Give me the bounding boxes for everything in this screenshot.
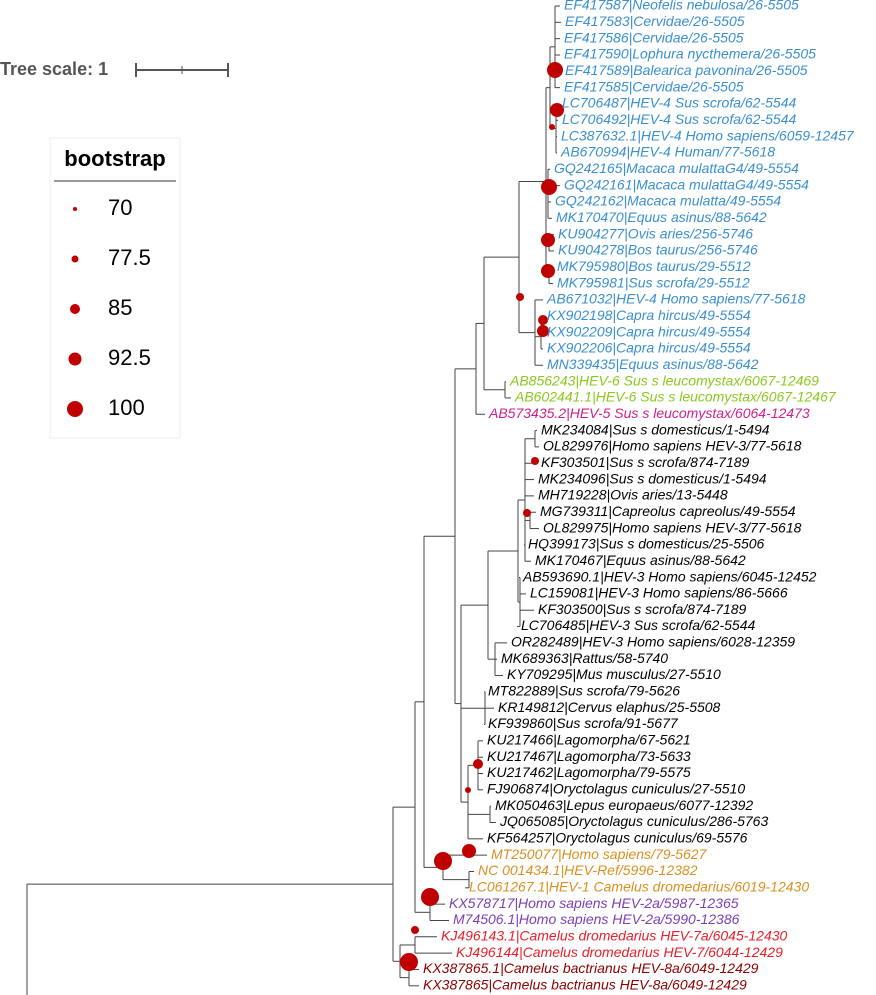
legend-value: 70 xyxy=(108,195,132,220)
leaf-label: EF417590|Lophura nycthemera/26-5505 xyxy=(564,46,816,62)
leaf-label: KR149812|Cervus elaphus/25-5508 xyxy=(498,699,721,715)
leaf-label: KJ496144|Camelus dromedarius HEV-7/6044-… xyxy=(456,944,783,960)
leaf-label: MK234084|Sus s domesticus/1-5494 xyxy=(541,421,770,437)
leaf-label: GQ242165|Macaca mulattaG4/49-5554 xyxy=(554,160,799,176)
legend-box xyxy=(49,137,181,439)
leaf-label: KY709295|Mus musculus/27-5510 xyxy=(507,666,721,682)
leaf-label: KX902206|Capra hircus/49-5554 xyxy=(547,340,751,356)
leaf-label: OL829975|Homo sapiens HEV-3/77-5618 xyxy=(543,519,802,535)
leaf-label: KU217466|Lagomorpha/67-5621 xyxy=(487,732,691,748)
leaf-label: FJ906874|Oryctolagus cuniculus/27-5510 xyxy=(487,781,745,797)
leaf-label: AB602441.1|HEV-6 Sus s leucomystax/6067-… xyxy=(514,389,837,405)
leaf-label: MK689363|Rattus/58-5740 xyxy=(501,650,668,666)
leaf-label: MG739311|Capreolus capreolus/49-5554 xyxy=(540,503,796,519)
leaf-label: KU904278|Bos taurus/256-5746 xyxy=(558,242,758,258)
leaf-label: KX387865|Camelus bactrianus HEV-8a/6049-… xyxy=(423,977,747,993)
leaf-label: EF417587|Neofelis nebulosa/26-5505 xyxy=(564,0,799,13)
leaf-label: MK170467|Equus asinus/88-5642 xyxy=(535,552,746,568)
legend-dot xyxy=(67,401,83,417)
leaf-label: EF417585|Cervidae/26-5505 xyxy=(564,78,744,94)
legend-value: 100 xyxy=(108,395,145,420)
leaf-label: KX387865.1|Camelus bactrianus HEV-8a/604… xyxy=(423,960,759,976)
leaf-label: MK795980|Bos taurus/29-5512 xyxy=(557,258,751,274)
leaf-label: KU904277|Ovis aries/256-5746 xyxy=(558,225,753,241)
bootstrap-dot xyxy=(541,179,557,195)
leaf-label: OR282489|HEV-3 Homo sapiens/6028-12359 xyxy=(511,634,795,650)
leaf-label: KX902209|Capra hircus/49-5554 xyxy=(547,323,751,339)
leaf-label: MH729812|Rattus losea/5752-12005 xyxy=(566,993,795,995)
leaf-label: KF939860|Sus scrofa/91-5677 xyxy=(488,715,679,731)
leaf-label: AB573435.2|HEV-5 Sus s leucomystax/6064-… xyxy=(488,405,810,421)
leaf-label: EF417586|Cervidae/26-5505 xyxy=(564,29,744,45)
legend-dot xyxy=(73,207,77,211)
bootstrap-dot xyxy=(462,844,476,858)
leaf-label: AB671032|HEV-4 Homo sapiens/77-5618 xyxy=(546,291,806,307)
leaf-label: MN339435|Equus asinus/88-5642 xyxy=(547,356,759,372)
leaf-label: MH719228|Ovis aries/13-5448 xyxy=(538,487,728,503)
leaf-label: MT822889|Sus scrofa/79-5626 xyxy=(488,683,680,699)
leaf-label: LC706492|HEV-4 Sus scrofa/62-5544 xyxy=(562,111,796,127)
leaf-label: KX578717|Homo sapiens HEV-2a/5987-12365 xyxy=(449,895,739,911)
leaf-label: KF303501|Sus s scrofa/874-7189 xyxy=(541,454,750,470)
bootstrap-dot xyxy=(421,888,439,906)
leaf-label: KU217462|Lagomorpha/79-5575 xyxy=(487,764,691,780)
leaf-label: EF417583|Cervidae/26-5505 xyxy=(565,13,745,29)
legend-value: 85 xyxy=(108,295,132,320)
bootstrap-dot xyxy=(537,325,549,337)
legend-dot xyxy=(68,352,82,366)
legend-title: bootstrap xyxy=(64,146,165,171)
legend-dot xyxy=(70,304,80,314)
leaf-label: KF303500|Sus s scrofa/874-7189 xyxy=(538,601,747,617)
leaf-label: AB856243|HEV-6 Sus s leucomystax/6067-12… xyxy=(509,372,819,388)
leaf-label: KJ496143.1|Camelus dromedarius HEV-7a/60… xyxy=(441,928,788,944)
leaf-label: MT250077|Homo sapiens/79-5627 xyxy=(491,846,708,862)
leaf-label: GQ242161|Macaca mulattaG4/49-5554 xyxy=(564,176,809,192)
leaf-label: LC706487|HEV-4 Sus scrofa/62-5544 xyxy=(562,95,796,111)
leaf-label: EF417589|Balearica pavonina/26-5505 xyxy=(565,62,808,78)
bootstrap-dot xyxy=(549,124,555,130)
tree-branches xyxy=(26,5,561,995)
bootstrap-dot xyxy=(541,264,555,278)
leaf-label: MK795981|Sus scrofa/29-5512 xyxy=(557,274,750,290)
leaf-label: KU217467|Lagomorpha/73-5633 xyxy=(487,748,691,764)
legend-dot xyxy=(71,255,79,263)
bootstrap-dot xyxy=(547,62,563,78)
leaf-label: JQ065085|Oryctolagus cuniculus/286-5763 xyxy=(499,813,768,829)
leaf-label: MK234096|Sus s domesticus/1-5494 xyxy=(538,470,767,486)
bootstrap-dots xyxy=(400,62,564,971)
leaf-label: OL829976|Homo sapiens HEV-3/77-5618 xyxy=(543,438,802,454)
leaf-labels: EF417587|Neofelis nebulosa/26-5505EF4175… xyxy=(423,0,855,995)
legend-value: 77.5 xyxy=(108,245,151,270)
legend-value: 92.5 xyxy=(108,345,151,370)
leaf-label: MK050463|Lepus europaeus/6077-12392 xyxy=(495,797,753,813)
bootstrap-dot xyxy=(411,926,419,934)
leaf-label: GQ242162|Macaca mulatta/49-5554 xyxy=(555,193,781,209)
leaf-label: AB593690.1|HEV-3 Homo sapiens/6045-12452 xyxy=(522,568,817,584)
leaf-label: AB670994|HEV-4 Human/77-5618 xyxy=(560,144,775,160)
tree-scale-label: Tree scale: 1 xyxy=(0,59,108,79)
bootstrap-dot xyxy=(538,315,548,325)
bootstrap-dot xyxy=(516,293,524,301)
leaf-label: MK170470|Equus asinus/88-5642 xyxy=(556,209,767,225)
tree-scale-bar xyxy=(135,63,229,77)
legend-items: 70 77.5 85 92.5 100 xyxy=(67,195,151,420)
leaf-label: KF564257|Oryctolagus cuniculus/69-5576 xyxy=(487,830,748,846)
leaf-label: KX902198|Capra hircus/49-5554 xyxy=(547,307,751,323)
leaf-label: LC159081|HEV-3 Homo sapiens/86-5666 xyxy=(530,585,788,601)
leaf-label: M74506.1|Homo sapiens HEV-2a/5990-12386 xyxy=(453,911,740,927)
leaf-label: LC387632.1|HEV-4 Homo sapiens/6059-12457 xyxy=(561,127,855,143)
bootstrap-dot xyxy=(400,953,418,971)
bootstrap-dot xyxy=(473,759,483,769)
bootstrap-dot xyxy=(434,852,452,870)
bootstrap-dot xyxy=(523,509,531,517)
leaf-label: LC061267.1|HEV-1 Camelus dromedarius/601… xyxy=(469,879,809,895)
bootstrap-dot xyxy=(465,787,471,793)
bootstrap-dot xyxy=(541,233,555,247)
bootstrap-dot xyxy=(531,457,539,465)
leaf-label: NC 001434.1|HEV-Ref/5996-12382 xyxy=(478,862,698,878)
leaf-label: HQ399173|Sus s domesticus/25-5506 xyxy=(528,536,765,552)
bootstrap-dot xyxy=(550,103,564,117)
leaf-label: LC706485|HEV-3 Sus scrofa/62-5544 xyxy=(521,617,755,633)
